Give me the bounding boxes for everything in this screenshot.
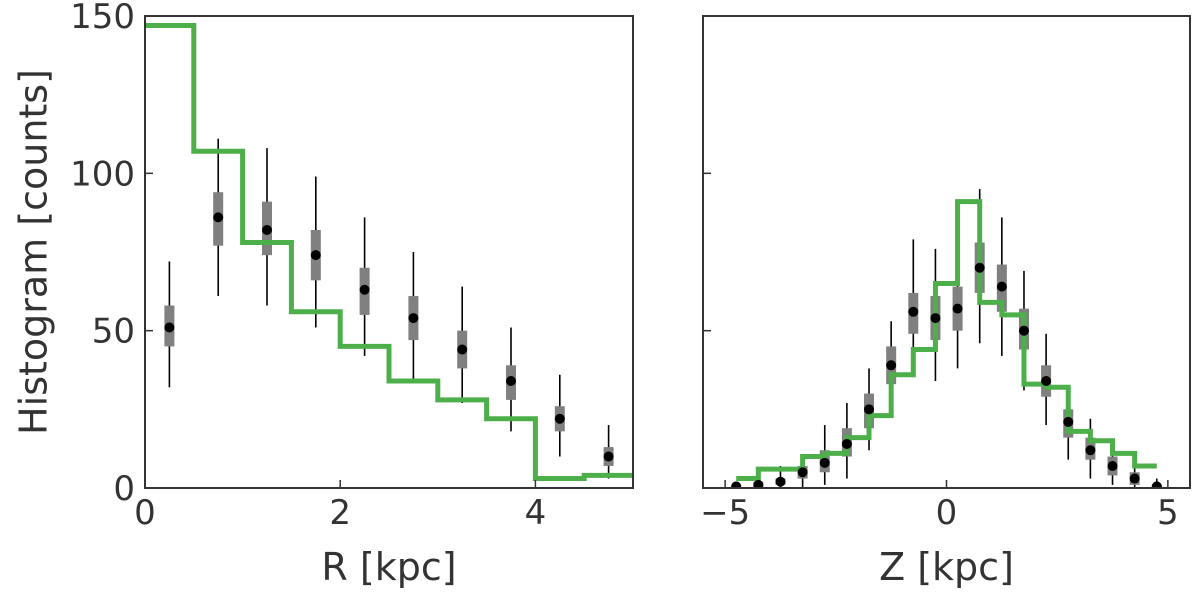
data-point xyxy=(775,476,786,487)
data-point xyxy=(952,303,963,314)
data-point xyxy=(164,322,175,333)
data-point xyxy=(408,313,419,324)
model-step-line xyxy=(736,199,1157,482)
data-point xyxy=(213,212,224,223)
data-point xyxy=(996,281,1007,292)
data-point xyxy=(603,451,614,462)
y-tick-label: 150 xyxy=(70,0,135,37)
data-point xyxy=(1085,445,1096,456)
plot-area-vertical: −5 0 5 xyxy=(700,15,1179,533)
y-tick-label: 100 xyxy=(70,154,135,194)
axes-frame-radial xyxy=(144,15,634,489)
data-point xyxy=(1129,473,1140,484)
y-axis-label: Histogram [counts] xyxy=(12,69,56,435)
data-point xyxy=(506,376,516,387)
data-point xyxy=(1041,376,1052,387)
data-point xyxy=(841,438,852,449)
data-point xyxy=(731,481,742,488)
x-axis-label-vertical: Z [kpc] xyxy=(879,545,1014,589)
model-step-line xyxy=(145,22,633,482)
data-point xyxy=(554,413,565,424)
data-point xyxy=(1018,325,1029,336)
data-point xyxy=(359,284,370,295)
x-tick-label: 4 xyxy=(525,493,547,533)
data-point xyxy=(1151,481,1162,488)
plot-contents xyxy=(145,22,633,482)
data-point xyxy=(1107,460,1118,471)
panel-radial-histogram: 0 2 4 0 50 100 150 R [kpc] Histogram [counts] xyxy=(12,0,634,589)
data-point xyxy=(753,479,764,488)
x-tick-label: 0 xyxy=(134,493,156,533)
data-point xyxy=(310,250,321,261)
x-tick-label: 0 xyxy=(936,493,958,533)
data-point xyxy=(974,262,985,273)
panel-vertical-histogram: −5 0 5 Z [kpc] xyxy=(700,15,1191,589)
y-tick-label: 50 xyxy=(92,312,135,352)
data-point xyxy=(930,313,941,324)
x-tick-label: −5 xyxy=(700,493,750,533)
data-point xyxy=(886,360,897,371)
x-tick-label: 2 xyxy=(329,493,351,533)
y-tick-label: 0 xyxy=(113,469,135,509)
data-point xyxy=(864,404,875,415)
x-axis-label-radial: R [kpc] xyxy=(321,545,456,589)
plot-contents xyxy=(731,189,1162,488)
data-point xyxy=(908,306,919,317)
data-point xyxy=(819,457,830,468)
x-tick-label: 5 xyxy=(1157,493,1179,533)
data-point xyxy=(457,344,468,355)
data-point xyxy=(1063,416,1074,427)
data-point xyxy=(797,467,808,478)
data-point xyxy=(262,224,272,235)
axes-frame-vertical xyxy=(702,15,1191,489)
plot-area-radial: 0 2 4 0 50 100 150 xyxy=(70,0,633,533)
